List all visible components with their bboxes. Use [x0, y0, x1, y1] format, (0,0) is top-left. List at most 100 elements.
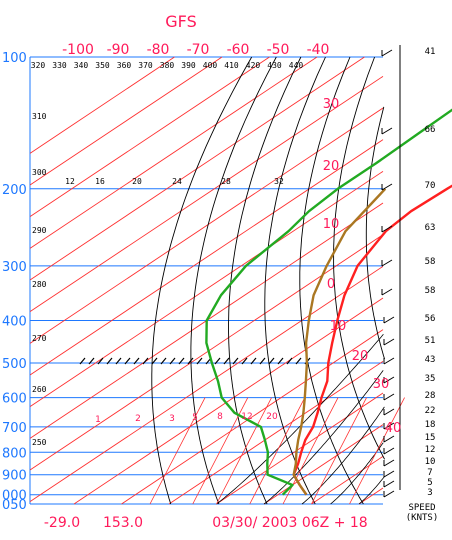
wind-speed-label: 10 [425, 457, 436, 467]
pressure-tick-label: 100 [2, 51, 27, 66]
dry-adiabat [299, 56, 364, 505]
theta-label-top: 350 [95, 61, 110, 70]
mixing-ratio-label-low: 5 [192, 413, 198, 423]
temperature-tick-right: 0 [327, 277, 335, 292]
wind-speed-label: 58 [425, 286, 436, 296]
dry-adiabat [365, 106, 386, 360]
mixing-ratio-label-low: 3 [169, 414, 175, 424]
mixing-ratio-label-low: 2 [135, 414, 141, 424]
mixing-ratio-lines [149, 397, 405, 505]
theta-label-top: 370 [138, 61, 153, 70]
isotherm-line [358, 487, 384, 505]
theta-label-top: 400 [203, 61, 218, 70]
isotherm-line [29, 56, 365, 281]
isotherm-line [29, 75, 384, 313]
lcl-tick [79, 357, 86, 365]
wind-speed-label: 66 [425, 125, 436, 135]
lcl-tick [232, 357, 239, 365]
temperature-tick-top: -80 [147, 42, 170, 58]
wind-barb [381, 288, 393, 296]
temperature-tick-right: 30 [373, 377, 390, 392]
wind-speed-label: 41 [425, 47, 436, 57]
temperature-tick-right: 20 [323, 159, 340, 174]
pressure-tick-label: 900 [2, 469, 27, 484]
isotherm-line [311, 455, 384, 505]
lcl-tick [259, 357, 266, 365]
wind-barb [383, 459, 395, 467]
lcl-tick [124, 357, 131, 365]
isotherm-line [29, 56, 223, 186]
isotherm-line [29, 265, 384, 503]
lcl-tick [286, 357, 293, 365]
lcl-tick [142, 357, 149, 365]
temperature-tick-top: -40 [307, 42, 330, 58]
temperature-tick-right: 10 [330, 319, 347, 334]
wind-barb [383, 447, 395, 455]
wind-speed-units: (KNTS) [406, 513, 439, 523]
temperature-tick-top: -60 [227, 42, 250, 58]
lcl-tick [250, 357, 257, 365]
temperature-tick-right: 20 [352, 349, 369, 364]
chart-title: GFS [165, 12, 196, 31]
wind-barb [381, 259, 393, 267]
theta-label-top: 420 [246, 61, 261, 70]
pressure-tick-label: 300 [2, 260, 27, 275]
mixing-ratio-label: 24 [172, 177, 182, 186]
mixing-ratio-label: 32 [274, 177, 284, 186]
footer-middle-value: 153.0 [103, 515, 143, 531]
theta-label-left: 250 [32, 438, 47, 447]
theta-label-left: 310 [32, 112, 47, 121]
wind-speed-label: 18 [425, 420, 436, 430]
wind-barb [383, 490, 395, 498]
theta-label-top: 430 [267, 61, 282, 70]
mixing-ratio-label-low: 12 [241, 412, 252, 422]
wind-speed-label: 3 [427, 488, 432, 498]
pressure-tick-label: 800 [2, 446, 27, 461]
moist-adiabat [301, 406, 385, 505]
lcl-tick [277, 357, 284, 365]
mixing-ratio-line [216, 397, 272, 505]
theta-label-left: 300 [32, 168, 47, 177]
wind-speed-label: 12 [425, 445, 436, 455]
isotherm-line [73, 297, 384, 505]
lcl-tick [268, 357, 275, 365]
pressure-tick-label: 600 [2, 392, 27, 407]
theta-label-left: 280 [32, 280, 47, 289]
lcl-tick [223, 357, 230, 365]
wind-barb [381, 127, 393, 135]
pressure-tick-label: 400 [2, 315, 27, 330]
wind-barb [383, 422, 395, 430]
wind-barb [383, 338, 395, 346]
pressure-tick-label: 000 [2, 489, 27, 504]
isotherm-line [29, 56, 270, 218]
theta-label-top: 340 [74, 61, 89, 70]
theta-label-top: 390 [181, 61, 196, 70]
wind-speed-label: 22 [425, 406, 436, 416]
mixing-ratio-line [249, 397, 306, 505]
dry-adiabat [190, 56, 277, 505]
wind-barb [383, 408, 395, 416]
series-temperature [292, 184, 452, 496]
temperature-tick-right: 40 [385, 421, 402, 436]
series-dewpoint [205, 108, 452, 496]
wind-speed-label: 5 [427, 478, 432, 488]
wind-speed-label: 58 [425, 257, 436, 267]
wind-barb [383, 435, 395, 443]
isotherm-line [263, 424, 384, 505]
mixing-ratio-label-low: 20 [266, 412, 278, 422]
lcl-tick [151, 357, 158, 365]
footer-left-value: -29.0 [44, 515, 80, 531]
temperature-tick-top: -50 [267, 42, 290, 58]
wind-speed-label: 15 [425, 433, 436, 443]
theta-label-top: 440 [289, 61, 304, 70]
lcl-tick [196, 357, 203, 365]
lcl-tick [133, 357, 140, 365]
lcl-tick [187, 357, 194, 365]
isotherm-line [29, 107, 384, 344]
wind-barb [381, 183, 393, 191]
wind-speed-label: 51 [425, 336, 436, 346]
wind-speed-label: 35 [425, 374, 436, 384]
pressure-tick-label: 200 [2, 183, 27, 198]
